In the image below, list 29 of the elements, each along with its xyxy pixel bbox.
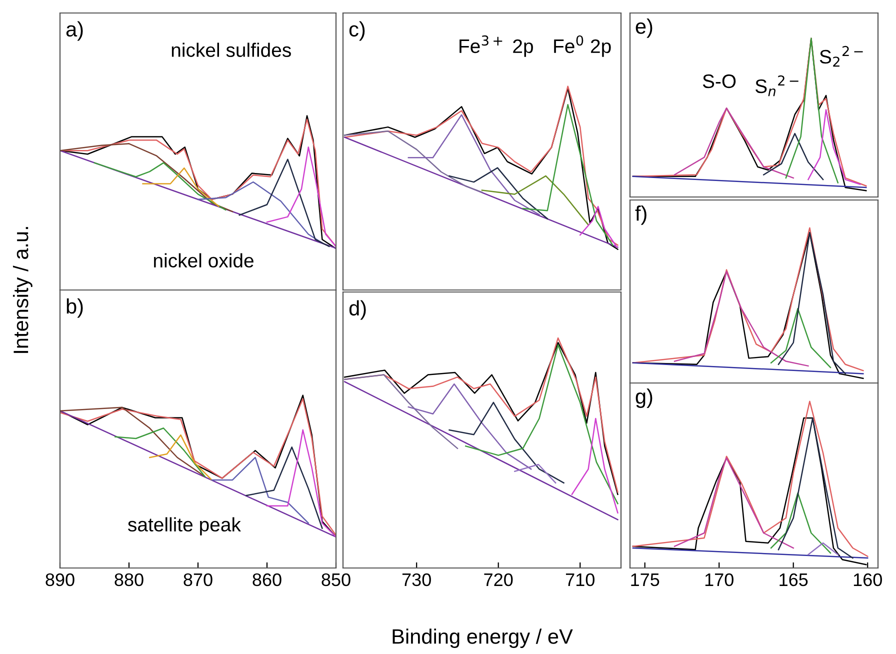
annotation: nickel oxide bbox=[154, 253, 254, 268]
x-tick-label: 890 bbox=[46, 573, 74, 586]
x-tick-label: 720 bbox=[484, 573, 513, 586]
annotation: S$_{n}$$^{2−}$ bbox=[755, 75, 798, 96]
x-tick-label: 880 bbox=[114, 573, 144, 586]
x-axis-title: Binding energy / eV bbox=[392, 628, 573, 648]
x-tick-label: 175 bbox=[631, 574, 660, 586]
chart-title: c) bbox=[349, 21, 365, 41]
chart-title: g) bbox=[636, 388, 652, 408]
annotation: S$_{2}$$^{2−}$ bbox=[820, 46, 863, 67]
chart-title: e) bbox=[636, 18, 652, 38]
x-tick-label: 165 bbox=[780, 573, 808, 586]
text: nickel sulfides bbox=[172, 42, 291, 57]
x-tick-label: 870 bbox=[184, 573, 212, 586]
y-axis-title: Intensity / a.u. bbox=[12, 227, 32, 353]
chart-title: f) bbox=[635, 205, 646, 225]
text: Fe$^{3+}$ 2p bbox=[460, 35, 533, 57]
chart-title: b) bbox=[66, 298, 83, 318]
x-tick-label: 710 bbox=[566, 573, 594, 586]
x-tick-label: 170 bbox=[705, 573, 734, 586]
annotation: S-O bbox=[702, 74, 736, 88]
chart-title: d) bbox=[349, 300, 366, 320]
text: Fe$^{0}$ 2p bbox=[554, 35, 611, 57]
chart-title: a) bbox=[66, 21, 83, 41]
x-tick-label: 730 bbox=[402, 573, 431, 586]
x-tick-label: 160 bbox=[854, 573, 882, 586]
x-tick-label: 860 bbox=[252, 573, 282, 586]
annotation: satellite peak bbox=[128, 517, 241, 536]
x-tick-label: 850 bbox=[322, 573, 350, 586]
